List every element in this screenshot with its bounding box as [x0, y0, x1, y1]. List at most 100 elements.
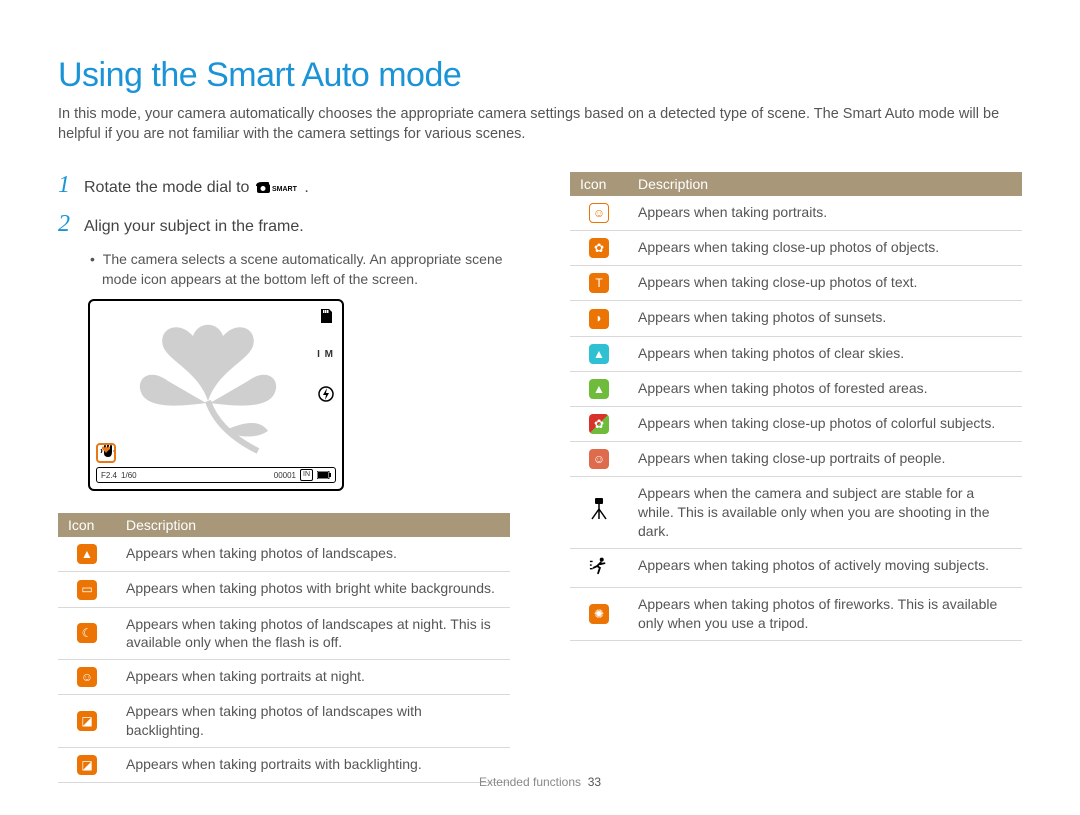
- macro-portrait-icon: ☺: [589, 449, 609, 469]
- desc-cell: Appears when the camera and subject are …: [628, 476, 1022, 548]
- detected-macro-icon: [96, 443, 116, 463]
- step-1-text-after: .: [304, 179, 308, 196]
- step-2: 2 Align your subject in the frame.: [58, 211, 510, 238]
- step-2-text: Align your subject in the frame.: [84, 218, 304, 236]
- white-bg-icon: ▭: [77, 580, 97, 600]
- desc-cell: Appears when taking close-up portraits o…: [628, 441, 1022, 476]
- icon-cell: ▲: [570, 371, 628, 406]
- table-row: ✿ Appears when taking close-up photos of …: [570, 406, 1022, 441]
- icon-cell: ☾: [58, 607, 116, 660]
- lcd-shutter: 1/60: [121, 471, 137, 480]
- step-1-text: Rotate the mode dial to SMART .: [84, 179, 309, 197]
- table-row: ▲ Appears when taking photos of forested …: [570, 371, 1022, 406]
- left-column: 1 Rotate the mode dial to SMART . 2 Alig…: [58, 172, 510, 783]
- action-icon: [589, 556, 609, 576]
- desc-cell: Appears when taking photos of landscapes…: [116, 607, 510, 660]
- memory-card-icon: [320, 309, 332, 323]
- fireworks-icon: ✺: [589, 604, 609, 624]
- icon-cell: ✿: [570, 406, 628, 441]
- icon-cell: ☺: [570, 196, 628, 231]
- right-th-icon: Icon: [570, 172, 628, 196]
- lcd-right-indicators: I M: [317, 309, 334, 402]
- table-row: ▭ Appears when taking photos with bright …: [58, 572, 510, 607]
- night-landscape-icon: ☾: [77, 623, 97, 643]
- desc-cell: Appears when taking close-up photos of c…: [628, 406, 1022, 441]
- backlight-portrait-icon: ◪: [77, 755, 97, 775]
- table-row: ☾ Appears when taking photos of landscape…: [58, 607, 510, 660]
- table-row: ◪ Appears when taking photos of landscape…: [58, 695, 510, 748]
- icon-cell: ☺: [58, 660, 116, 695]
- page-title: Using the Smart Auto mode: [58, 56, 1022, 95]
- tripod-icon: [589, 499, 609, 519]
- desc-cell: Appears when taking portraits at night.: [116, 660, 510, 695]
- icon-table-right: Icon Description ☺ Appears when taking po…: [570, 172, 1022, 641]
- table-row: ☺ Appears when taking portraits at night.: [58, 660, 510, 695]
- table-row: ✿ Appears when taking close-up photos of …: [570, 231, 1022, 266]
- forest-icon: ▲: [589, 379, 609, 399]
- table-row: ☺ Appears when taking close-up portraits …: [570, 441, 1022, 476]
- macro-text-icon: T: [589, 273, 609, 293]
- table-row: Appears when taking photos of actively m…: [570, 548, 1022, 588]
- sunset-icon: ◗: [589, 309, 609, 329]
- desc-cell: Appears when taking photos of landscapes…: [116, 695, 510, 748]
- footer-section: Extended functions: [479, 775, 581, 789]
- night-portrait-icon: ☺: [77, 667, 97, 687]
- step-1: 1 Rotate the mode dial to SMART .: [58, 172, 510, 199]
- desc-cell: Appears when taking photos of clear skie…: [628, 336, 1022, 371]
- icon-cell: T: [570, 266, 628, 301]
- table-row: ▲ Appears when taking photos of landscape…: [58, 537, 510, 572]
- lcd-status-bar: F2.4 1/60 00001 IN: [96, 467, 336, 483]
- icon-table-left: Icon Description ▲ Appears when taking ph…: [58, 513, 510, 783]
- battery-icon: [317, 471, 331, 479]
- step-2-bullet: The camera selects a scene automatically…: [102, 250, 510, 289]
- icon-cell: ▭: [58, 572, 116, 607]
- desc-cell: Appears when taking photos of sunsets.: [628, 301, 1022, 336]
- flower-silhouette-icon: [108, 311, 308, 461]
- left-th-desc: Description: [116, 513, 510, 537]
- icon-cell: ▲: [570, 336, 628, 371]
- desc-cell: Appears when taking photos of actively m…: [628, 548, 1022, 588]
- right-column: Icon Description ☺ Appears when taking po…: [570, 172, 1022, 783]
- step-2-number: 2: [58, 211, 72, 238]
- icon-cell: ✺: [570, 588, 628, 641]
- macro-object-icon: ✿: [589, 238, 609, 258]
- smart-mode-icon: SMART: [254, 180, 300, 194]
- icon-cell: ◪: [58, 695, 116, 748]
- table-row: ◗ Appears when taking photos of sunsets.: [570, 301, 1022, 336]
- table-row: ✺ Appears when taking photos of fireworks…: [570, 588, 1022, 641]
- icon-cell: [570, 476, 628, 548]
- desc-cell: Appears when taking portraits.: [628, 196, 1022, 231]
- desc-cell: Appears when taking photos of fireworks.…: [628, 588, 1022, 641]
- right-th-desc: Description: [628, 172, 1022, 196]
- icon-cell: ☺: [570, 441, 628, 476]
- desc-cell: Appears when taking close-up photos of o…: [628, 231, 1022, 266]
- lcd-counter: 00001: [274, 471, 296, 480]
- table-row: T Appears when taking close-up photos of …: [570, 266, 1022, 301]
- desc-cell: Appears when taking photos of forested a…: [628, 371, 1022, 406]
- portrait-icon: ☺: [589, 203, 609, 223]
- step-1-text-before: Rotate the mode dial to: [84, 179, 254, 196]
- desc-cell: Appears when taking photos with bright w…: [116, 572, 510, 607]
- desc-cell: Appears when taking close-up photos of t…: [628, 266, 1022, 301]
- landscape-icon: ▲: [77, 544, 97, 564]
- table-row: ▲ Appears when taking photos of clear ski…: [570, 336, 1022, 371]
- lcd-iso-label: I M: [317, 349, 334, 360]
- icon-cell: ▲: [58, 537, 116, 572]
- desc-cell: Appears when taking photos of landscapes…: [116, 537, 510, 572]
- page-footer: Extended functions 33: [0, 775, 1080, 789]
- footer-page: 33: [588, 775, 601, 789]
- lcd-aperture: F2.4: [101, 471, 117, 480]
- table-row: Appears when the camera and subject are …: [570, 476, 1022, 548]
- backlight-landscape-icon: ◪: [77, 711, 97, 731]
- lcd-storage: IN: [300, 469, 313, 481]
- icon-cell: ◗: [570, 301, 628, 336]
- sky-icon: ▲: [589, 344, 609, 364]
- table-row: ☺ Appears when taking portraits.: [570, 196, 1022, 231]
- content-columns: 1 Rotate the mode dial to SMART . 2 Alig…: [58, 172, 1022, 783]
- flash-off-icon: [318, 386, 334, 402]
- macro-color-icon: ✿: [589, 414, 609, 434]
- left-th-icon: Icon: [58, 513, 116, 537]
- intro-paragraph: In this mode, your camera automatically …: [58, 105, 1022, 144]
- camera-lcd-preview: I M F2.4 1/60 00001 IN: [88, 299, 344, 491]
- svg-text:SMART: SMART: [272, 186, 298, 193]
